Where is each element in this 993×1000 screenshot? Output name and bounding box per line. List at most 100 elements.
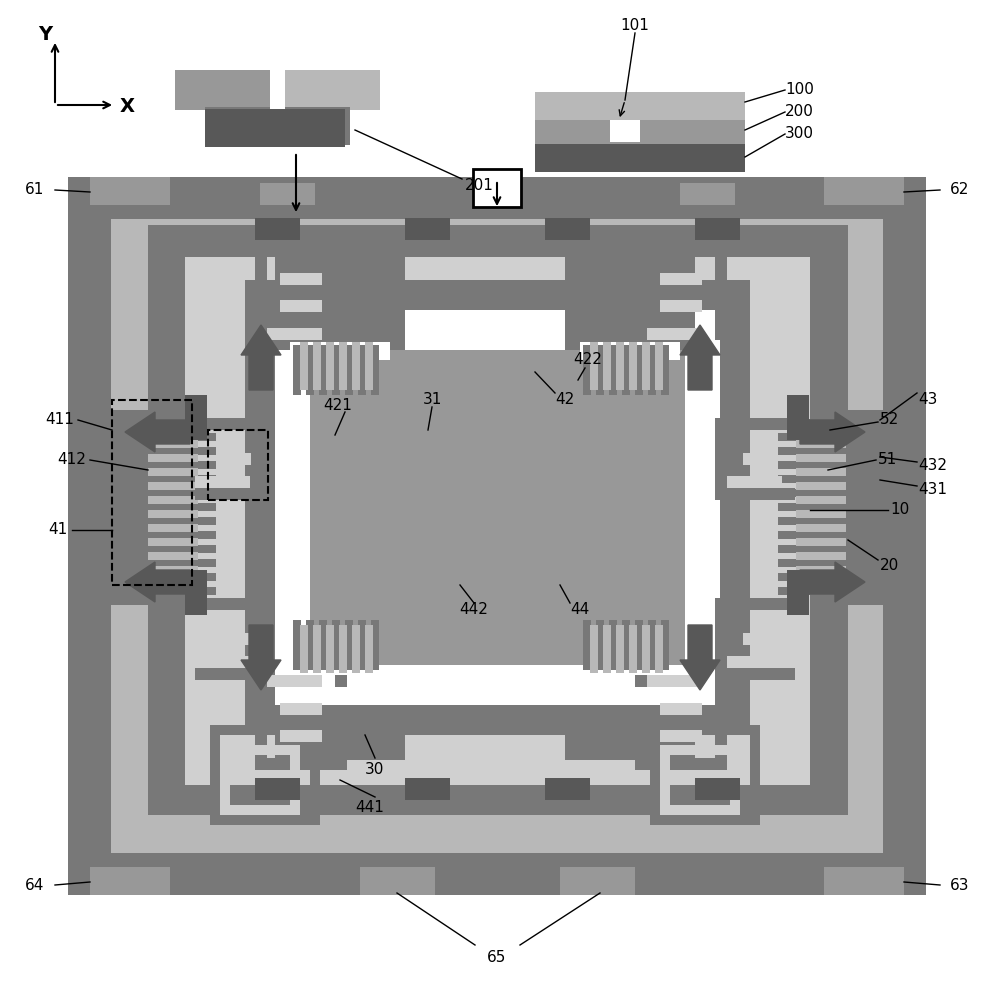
Bar [293,345,301,395]
Bar [335,675,347,770]
Polygon shape [241,325,281,390]
Bar [220,745,300,755]
Bar [285,70,380,110]
Bar [545,218,590,240]
Bar [275,310,720,705]
Bar [255,778,300,800]
Bar [326,625,334,673]
Bar [358,345,366,395]
Bar [642,342,650,390]
Bar [90,867,170,895]
Bar [339,625,347,673]
Bar [352,342,360,390]
Bar [319,345,327,395]
Bar [743,453,771,465]
Bar [715,598,727,680]
Bar [313,625,321,673]
Text: 20: 20 [880,558,900,572]
Bar [778,517,828,525]
Bar [352,625,360,673]
Text: 43: 43 [918,392,937,408]
Bar [263,598,275,680]
Bar [647,245,727,257]
Bar [195,476,250,488]
Bar [650,725,660,825]
Text: 41: 41 [49,522,68,538]
Bar [778,531,828,539]
Bar [275,705,405,760]
Bar [148,566,198,574]
Bar [313,342,321,390]
Bar [778,461,828,469]
Text: 421: 421 [324,397,353,412]
Bar [660,730,702,742]
Bar [796,482,846,490]
Bar [695,778,740,800]
Bar [345,345,353,395]
Text: 30: 30 [365,762,384,778]
Text: 52: 52 [880,412,900,428]
Bar [148,440,198,448]
Bar [148,496,198,504]
Bar [787,395,809,440]
Bar [280,273,322,285]
Bar [603,625,611,673]
Bar [778,573,828,581]
Bar [148,482,198,490]
Bar [365,342,373,390]
Bar [210,725,220,825]
Bar [580,687,680,705]
Bar [185,395,207,440]
Bar [339,342,347,390]
Bar [629,342,637,390]
Bar [796,440,846,448]
Bar [695,218,740,240]
Bar [629,625,637,673]
Text: 61: 61 [25,182,45,198]
Polygon shape [241,625,281,690]
Bar [778,587,828,595]
Bar [166,587,216,595]
Bar [267,245,347,257]
Bar [565,705,695,760]
Bar [166,503,216,511]
Bar [148,510,198,518]
Bar [609,620,617,670]
Bar [332,345,340,395]
Bar [148,580,198,588]
Bar [166,531,216,539]
Bar [185,257,810,785]
Text: X: X [120,98,135,116]
Bar [660,745,740,755]
Polygon shape [680,325,720,390]
Polygon shape [800,562,865,602]
Bar [360,867,435,895]
Bar [883,177,926,895]
Bar [655,342,663,390]
Bar [166,573,216,581]
Bar [727,656,782,668]
Bar [635,245,647,340]
Bar [715,418,795,430]
Bar [148,538,198,546]
Text: 42: 42 [555,392,575,408]
Bar [650,725,760,735]
Bar [166,447,216,455]
Bar [824,867,904,895]
Bar [778,475,828,483]
Bar [280,300,322,312]
Bar [148,426,198,434]
Text: 200: 200 [785,104,814,119]
Bar [596,620,604,670]
Bar [111,219,883,853]
Bar [796,454,846,462]
Bar [660,273,702,285]
Bar [290,687,390,705]
Bar [319,620,327,670]
Bar [750,725,760,825]
Bar [306,620,314,670]
Bar [545,778,590,800]
Bar [175,70,270,110]
Bar [660,703,702,715]
Bar [205,107,270,145]
